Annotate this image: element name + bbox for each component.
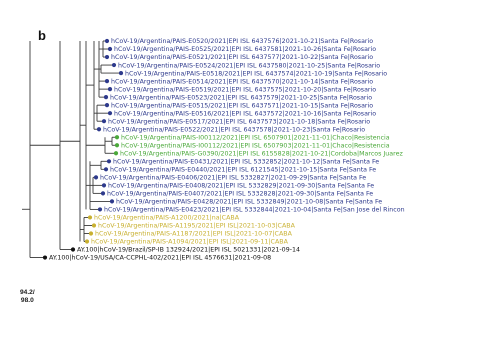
- tip-label: hCoV-19/Argentina/PAIS-E0525/2021|EPI IS…: [114, 46, 376, 53]
- tip-label: hCoV-19/Argentina/PAIS-A1200/2021|na|CAB…: [94, 215, 240, 222]
- tip-node-marker: [103, 167, 109, 172]
- node-support-value: 94.2/ 98.0: [20, 289, 35, 305]
- tip-label: hCoV-19/Argentina/PAIS-E0517/2021|EPI IS…: [108, 118, 370, 125]
- tip-node-marker: [91, 223, 97, 228]
- tip-node-marker: [101, 183, 107, 188]
- panel-label: b: [38, 28, 46, 43]
- tip-node-marker: [103, 95, 109, 100]
- tip-node-marker: [114, 135, 120, 140]
- tip-node-marker: [42, 255, 48, 260]
- tip-node-marker: [70, 247, 76, 252]
- tip-node-marker: [96, 127, 102, 132]
- tip-label: hCoV-19/Argentina/PAIS-G0390/2021|EPI IS…: [120, 150, 403, 157]
- tip-label: AY.100|hCoV-19/USA/CA-CCPHL-402/2021|EPI…: [49, 255, 271, 262]
- tip-node-marker: [114, 143, 120, 148]
- tip-node-marker: [104, 54, 110, 60]
- tip-node-marker: [100, 191, 106, 196]
- tip-label: hCoV-19/Argentina/PAIS-E0440/2021|EPI IS…: [110, 167, 376, 174]
- tip-label: hCoV-19/Argentina/PAIS-A1195/2021|EPI IS…: [98, 223, 296, 230]
- tip-label: hCoV-19/Argentina/PAIS-E0408/2021|EPI IS…: [108, 183, 374, 190]
- tip-node-marker: [106, 159, 112, 164]
- tip-node-marker: [107, 46, 113, 52]
- tip-label: hCoV-19/Argentina/PAIS-A1094/2021|EPI IS…: [91, 239, 289, 246]
- node-support-line2: 98.0: [20, 297, 34, 304]
- tip-node-marker: [113, 151, 119, 156]
- tip-label: hCoV-19/Argentina/PAIS-A1187/2021|EPI IS…: [95, 231, 293, 238]
- tip-label: hCoV-19/Argentina/PAIS-E0520/2021|EPI IS…: [111, 38, 373, 45]
- tip-node-marker: [104, 103, 110, 108]
- tip-node-marker: [118, 70, 124, 76]
- tip-label: hCoV-19/Argentina/PAIS-E0428/2021|EPI IS…: [116, 199, 382, 206]
- node-support-line1: 94.2/: [20, 289, 35, 296]
- tip-label: hCoV-19/Argentina/PAIS-I00112/2021|EPI I…: [121, 134, 390, 141]
- tip-label: hCoV-19/Argentina/PAIS-E0407/2021|EPI IS…: [107, 191, 373, 198]
- tip-label: hCoV-19/Argentina/PAIS-E0431/2021|EPI IS…: [113, 159, 379, 166]
- tip-node-marker: [111, 62, 117, 68]
- tip-node-marker: [107, 111, 113, 116]
- tip-label: hCoV-19/Argentina/PAIS-I00112/2021|EPI I…: [121, 142, 390, 149]
- tip-node-marker: [109, 199, 115, 204]
- tip-node-marker: [104, 79, 110, 84]
- tip-label: hCoV-19/Argentina/PAIS-E0514/2021|EPI IS…: [111, 78, 373, 85]
- tip-label: hCoV-19/Argentina/PAIS-E0519/2021|EPI IS…: [114, 86, 376, 93]
- tip-label: hCoV-19/Argentina/PAIS-E0524/2021|EPI IS…: [118, 62, 380, 69]
- tip-label: hCoV-19/Argentina/PAIS-E0523/2021|EPI IS…: [110, 94, 372, 101]
- tip-node-marker: [93, 175, 99, 180]
- tip-label: hCoV-19/Argentina/PAIS-E0406/2021|EPI IS…: [100, 175, 366, 182]
- tip-node-marker: [101, 119, 107, 124]
- tip-label: AY.100|hCoV-19/Brazil/SP-IB 132924/2021|…: [77, 247, 300, 254]
- tip-node-marker: [84, 239, 90, 244]
- tip-label: hCoV-19/Argentina/PAIS-E0518/2021|EPI IS…: [125, 70, 387, 77]
- tip-label: hCoV-19/Argentina/PAIS-E0515/2021|EPI IS…: [111, 102, 373, 109]
- tip-node-marker: [107, 87, 113, 92]
- tip-label: hCoV-19/Argentina/PAIS-E0423/2021|EPI IS…: [104, 207, 405, 214]
- tip-node-marker: [97, 207, 103, 212]
- tip-label: hCoV-19/Argentina/PAIS-E0521/2021|EPI IS…: [111, 54, 373, 61]
- tip-label: hCoV-19/Argentina/PAIS-E0516/2021|EPI IS…: [114, 110, 376, 117]
- tip-node-marker: [87, 215, 93, 220]
- tip-node-marker: [88, 231, 94, 236]
- tip-node-marker: [104, 38, 110, 44]
- tip-label: hCoV-19/Argentina/PAIS-E0522/2021|EPI IS…: [103, 126, 365, 133]
